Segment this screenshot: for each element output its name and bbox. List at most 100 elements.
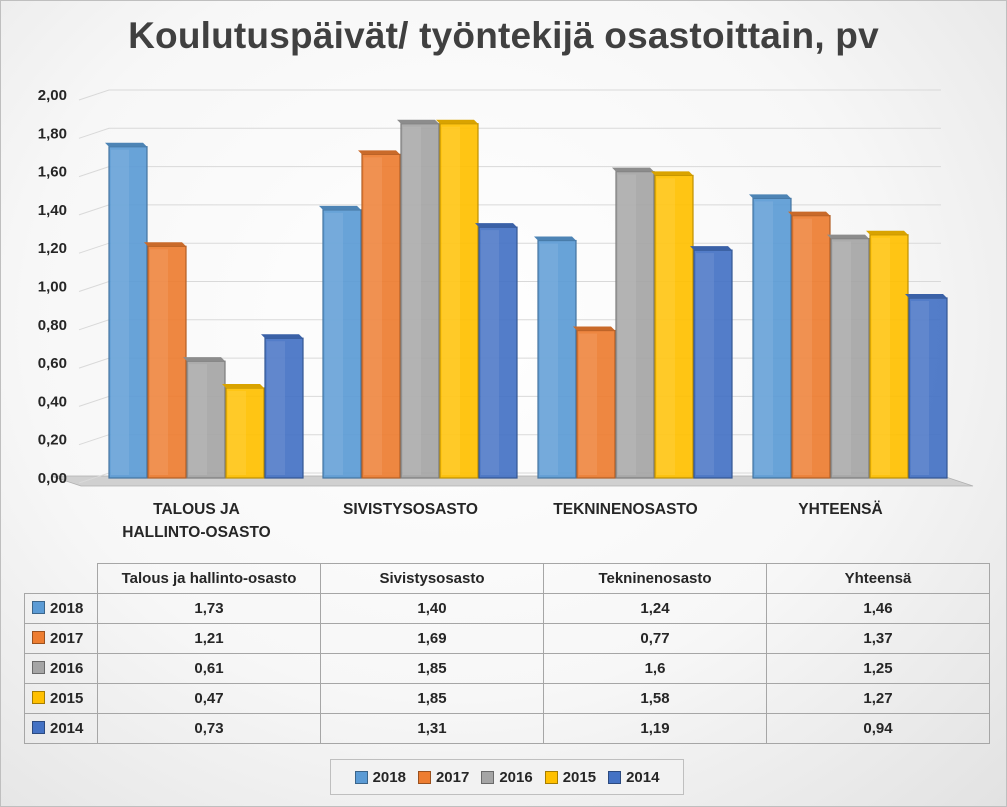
bar-highlight: [325, 212, 343, 475]
bar-top: [573, 326, 615, 331]
table-cell: 1,37: [766, 623, 990, 654]
chart-plot: 0,00 0,20 0,40 0,60 0,80 1,00 1,20 1,40 1,60 1,80…: [38, 87, 974, 541]
table-row: 2018 1,73 1,40 1,24 1,46: [24, 593, 990, 624]
legend-swatch-icon: [32, 601, 45, 614]
bar-highlight: [911, 300, 929, 475]
bar-2017: [358, 150, 401, 479]
table-cell: 1,58: [543, 683, 767, 714]
table-series-name: 2015: [50, 690, 84, 707]
bar-2016: [827, 234, 870, 479]
legend-swatch-icon: [417, 770, 431, 784]
table-cell: 0,77: [543, 623, 767, 654]
bar-top: [788, 211, 830, 216]
bar-front: [615, 171, 655, 479]
bar-2014: [261, 334, 304, 479]
bar-2015: [436, 119, 479, 479]
table-series-name: 2018: [50, 600, 84, 617]
bar-2014: [905, 293, 948, 479]
bar-highlight: [267, 341, 285, 475]
bar-front: [791, 215, 831, 479]
y-tick-label: 0,60: [38, 355, 67, 372]
table-cell: 1,25: [766, 653, 990, 684]
bar-front: [576, 329, 616, 479]
bar-2018: [534, 236, 577, 479]
table-cell: 1,85: [320, 653, 544, 684]
bar-highlight: [579, 333, 597, 475]
bar-2018: [749, 194, 792, 479]
table-series-name: 2014: [50, 720, 84, 737]
legend-swatch-icon: [32, 721, 45, 734]
bar-2015: [651, 171, 694, 479]
bar-top: [651, 171, 693, 176]
legend-item: 2014: [608, 769, 659, 786]
bar-front: [752, 197, 792, 479]
bar-2018: [319, 205, 362, 479]
bar-top: [534, 236, 576, 241]
table-cell: 1,6: [543, 653, 767, 684]
legend-swatch-icon: [32, 661, 45, 674]
table-header-cell: Sivistysosasto: [320, 563, 544, 594]
x-category-label: TEKNINENOSASTO: [553, 501, 697, 518]
x-category-label: SIVISTYSOSASTO: [343, 501, 478, 518]
table-series-key: 2018: [24, 593, 98, 624]
bar-highlight: [618, 174, 636, 475]
table-header-cell: Yhteensä: [766, 563, 990, 594]
bar-highlight: [540, 243, 558, 475]
bar-highlight: [111, 149, 129, 475]
bar-top: [866, 230, 908, 235]
bar-front: [693, 249, 733, 479]
table-series-key: 2014: [24, 713, 98, 744]
table-cell: 0,73: [97, 713, 321, 744]
table-row: 2016 0,61 1,85 1,6 1,25: [24, 653, 990, 684]
bar-top: [827, 234, 869, 239]
bar-2016: [397, 119, 440, 479]
table-cell: 1,27: [766, 683, 990, 714]
table-header-cell: Talous ja hallinto-osasto: [97, 563, 321, 594]
x-category-label: TALOUS JA: [153, 501, 240, 518]
bar-top: [905, 293, 947, 298]
bar-top: [261, 334, 303, 339]
table-cell: 1,85: [320, 683, 544, 714]
gridline: [78, 166, 941, 178]
chart-title: Koulutuspäivät/ työntekijä osastoittain,…: [128, 15, 879, 56]
bar-top: [105, 142, 147, 147]
bar-front: [361, 153, 401, 479]
legend-swatch-icon: [608, 770, 622, 784]
bar-highlight: [872, 237, 890, 475]
chart-legend: 2018 2017 2016 2015 2014: [330, 759, 684, 795]
legend-item: 2016: [481, 768, 533, 786]
bar-highlight: [794, 218, 812, 475]
bar-top: [358, 150, 400, 155]
y-tick-label: 1,00: [38, 279, 67, 296]
table-series-name: 2017: [50, 630, 84, 647]
x-category-label: HALLINTO-OSASTO: [122, 524, 270, 541]
bar-front: [537, 239, 577, 479]
y-tick-label: 0,20: [38, 432, 67, 449]
bar-highlight: [696, 253, 714, 475]
bar-front: [264, 337, 304, 479]
bar-2014: [690, 246, 733, 479]
y-tick-label: 1,60: [38, 164, 67, 181]
bar-top: [319, 205, 361, 210]
bar-top: [397, 119, 439, 124]
y-tick-label: 2,00: [38, 87, 67, 104]
bar-2017: [144, 242, 187, 479]
table-header-row: Talous ja hallinto-osasto Sivistysosasto…: [24, 563, 990, 594]
bar-2017: [788, 211, 831, 479]
table-cell: 0,47: [97, 683, 321, 714]
legend-item: 2018: [354, 769, 406, 786]
legend-label: 2016: [499, 768, 533, 786]
bar-highlight: [189, 364, 207, 475]
legend-swatch-icon: [544, 770, 558, 784]
bar-2015: [222, 383, 265, 479]
legend-item: 2015: [544, 769, 596, 786]
bar-front: [400, 123, 440, 479]
table-series-key: 2016: [24, 653, 98, 684]
bar-front: [478, 226, 518, 479]
bar-2018: [105, 142, 148, 479]
table-cell: 1,40: [320, 593, 544, 624]
bar-top: [222, 383, 264, 388]
table-series-name: 2016: [50, 660, 84, 677]
table-series-key: 2017: [24, 623, 98, 654]
